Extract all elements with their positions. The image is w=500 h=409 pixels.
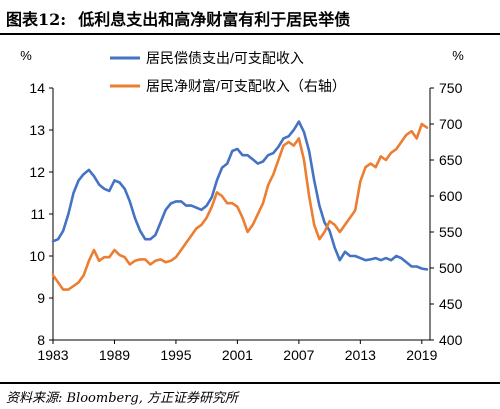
left-tick-label: 11: [30, 206, 45, 222]
right-tick-label: 700: [439, 116, 463, 132]
right-tick-label: 400: [439, 332, 463, 348]
left-tick-label: 12: [29, 164, 45, 180]
right-tick-label: 750: [439, 80, 463, 96]
footer-rule: [0, 382, 500, 384]
right-tick-label: 600: [439, 188, 463, 204]
legend-label-2: 居民净财富/可支配收入（右轴）: [146, 78, 346, 94]
right-tick-label: 500: [439, 260, 463, 276]
left-tick-label: 14: [29, 80, 45, 96]
left-tick-label: 10: [29, 248, 45, 264]
right-axis-unit: %: [452, 48, 464, 63]
left-axis-unit: %: [20, 48, 32, 63]
left-tick-label: 13: [29, 122, 45, 138]
line-chart: % % 8 9 10 11 12 13 14 400 450 500 550 600 650 700 750 19…: [20, 48, 464, 363]
title-rule: [0, 33, 500, 35]
series-line-1: [51, 120, 429, 271]
figure-title: 图表12: 低利息支出和高净财富有利于居民举债: [6, 6, 350, 30]
right-tick-label: 450: [439, 296, 463, 312]
chart-axes: % % 8 9 10 11 12 13 14 400 450 500 550 600 650 700 750 19…: [20, 48, 464, 363]
legend-label-1: 居民偿债支出/可支配收入: [146, 50, 304, 66]
series-line-2: [51, 122, 429, 291]
chart-lines: [51, 120, 429, 291]
left-tick-label: 8: [37, 332, 45, 348]
x-tick-label: 2019: [406, 347, 437, 363]
right-tick-label: 550: [439, 224, 463, 240]
figure-title-text: 低利息支出和高净财富有利于居民举债: [78, 10, 351, 29]
x-tick-label: 1995: [160, 347, 191, 363]
x-tick-label: 2013: [345, 347, 376, 363]
figure-number: 图表12:: [6, 10, 67, 29]
left-tick-label: 9: [37, 290, 45, 306]
source-note: 资料来源: Bloomberg, 方正证券研究所: [6, 391, 239, 406]
x-tick-label: 1989: [99, 347, 130, 363]
x-tick-label: 2001: [222, 347, 253, 363]
x-tick-label: 2007: [283, 347, 314, 363]
right-tick-label: 650: [439, 152, 463, 168]
x-tick-label: 1983: [37, 347, 68, 363]
